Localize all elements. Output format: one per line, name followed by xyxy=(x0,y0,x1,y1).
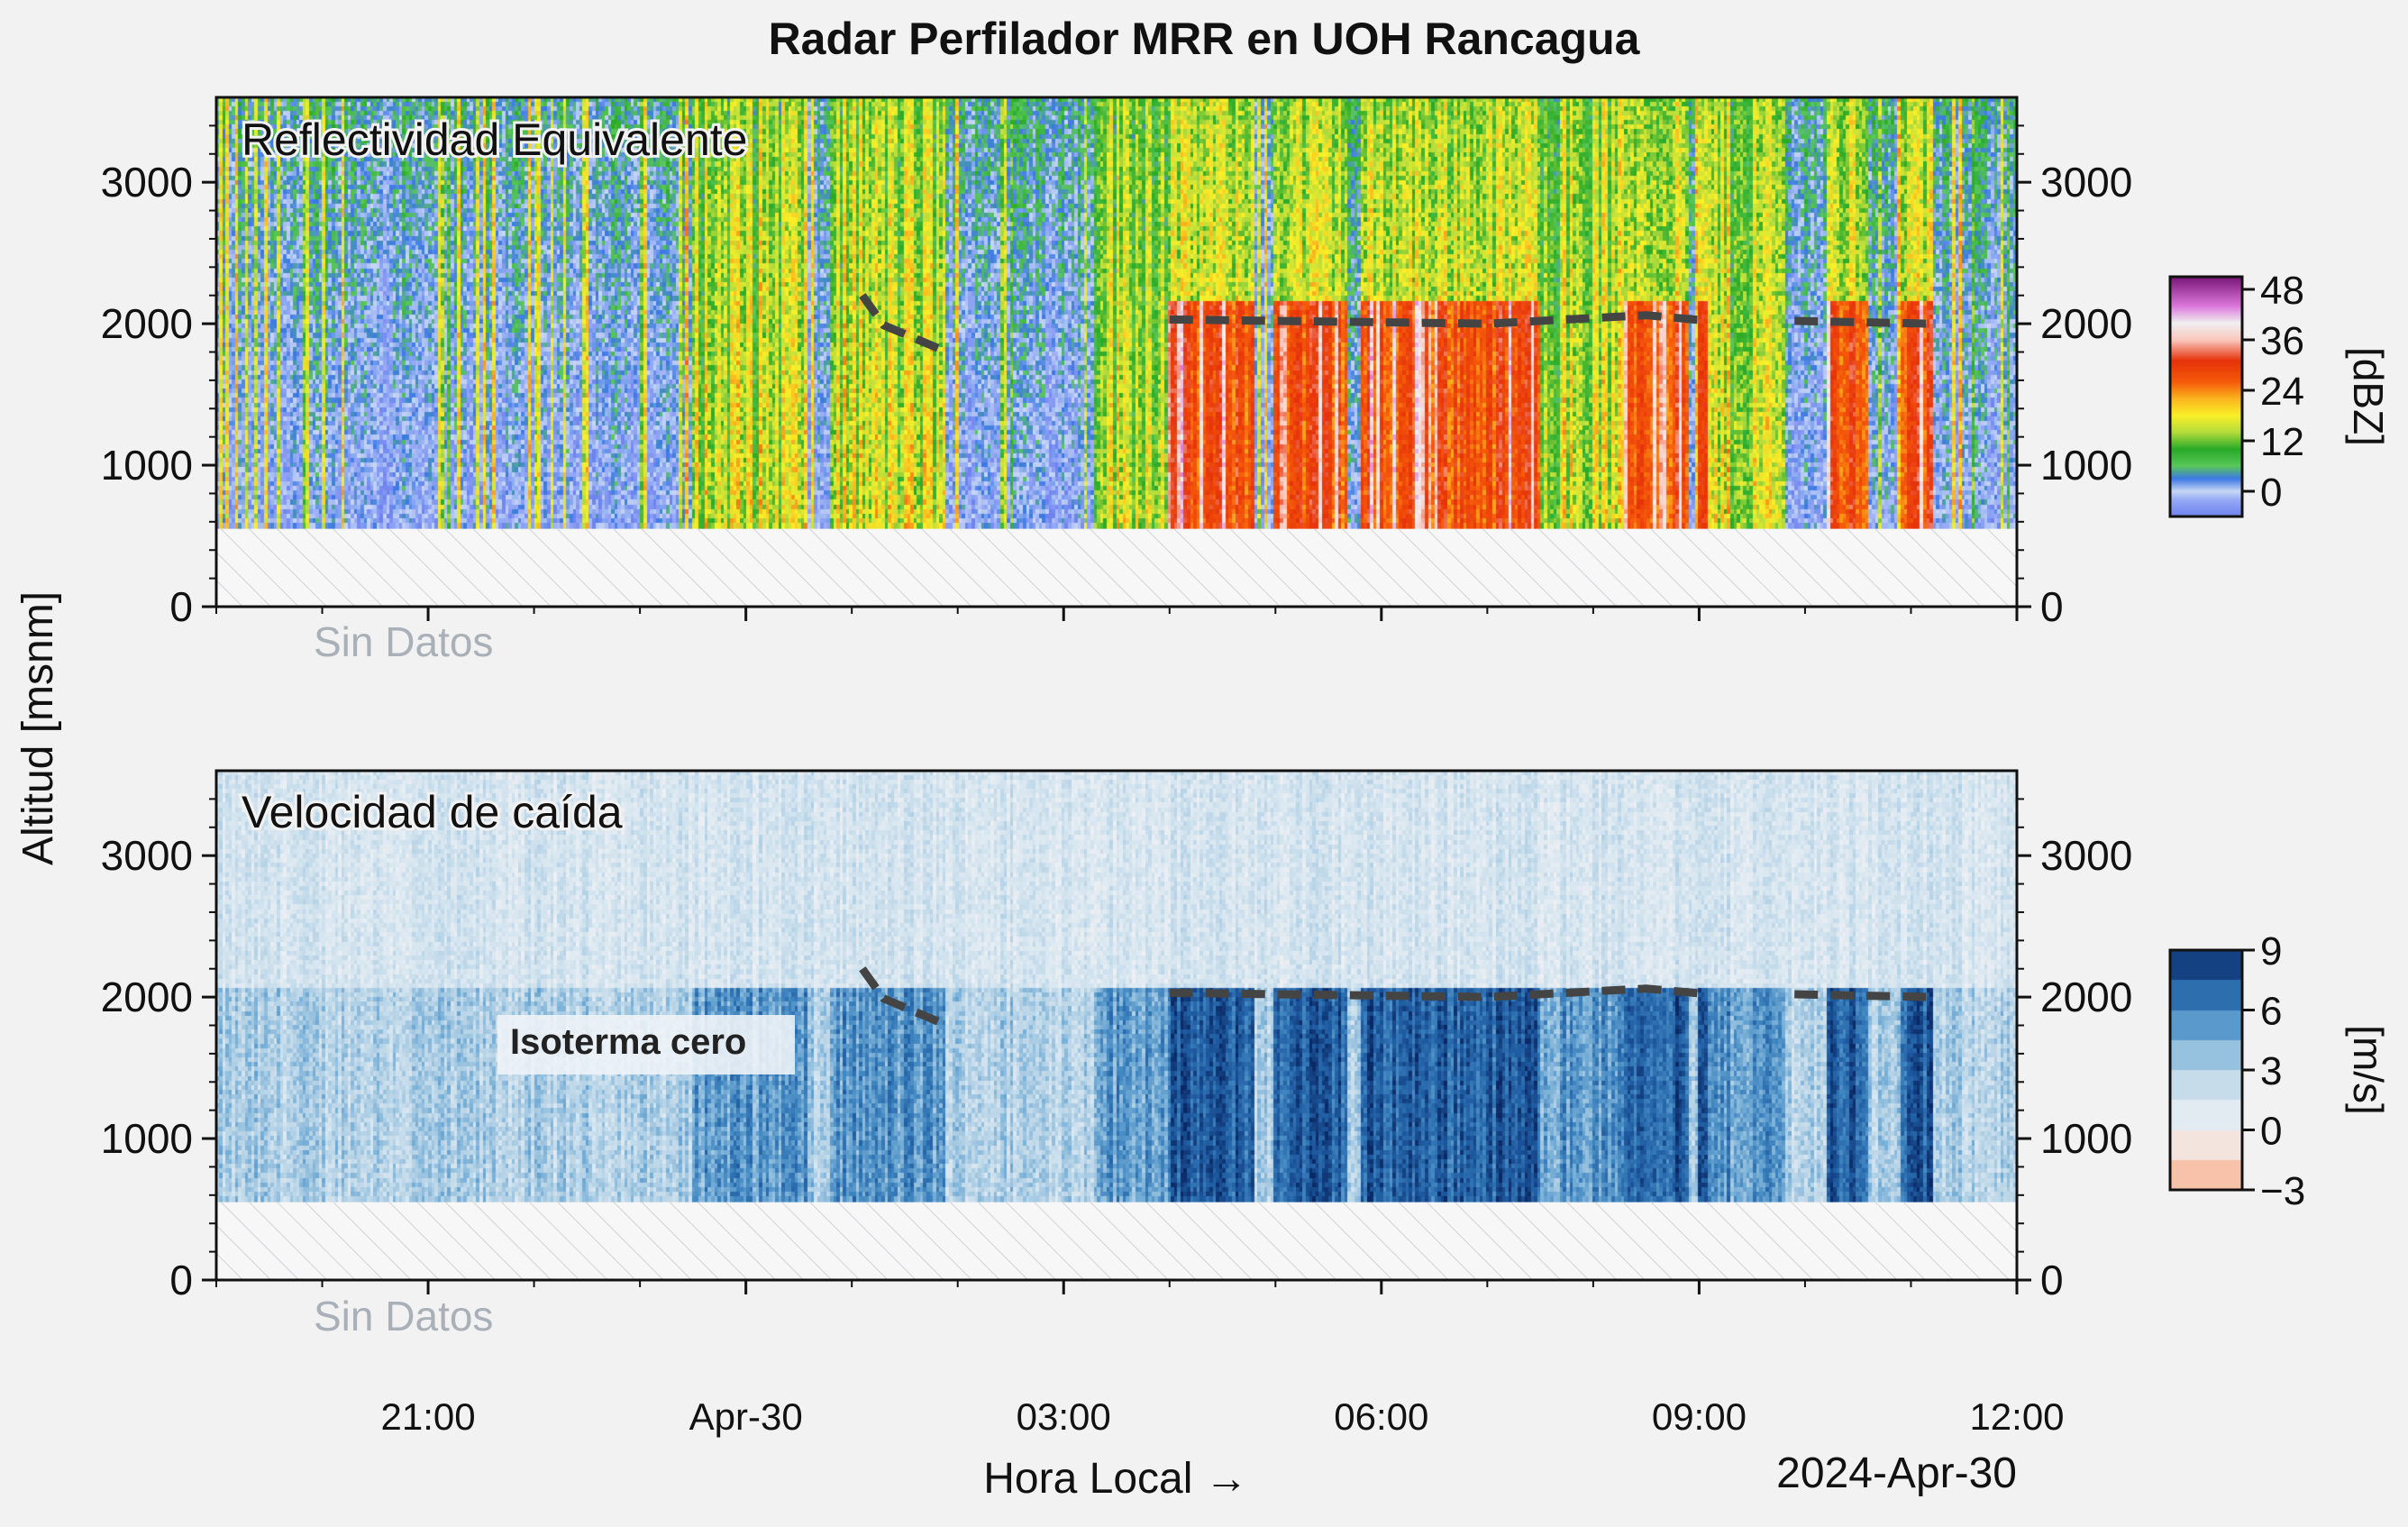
no-data-hatch-top xyxy=(216,528,2017,607)
y-tick-label-right-top: 2000 xyxy=(2040,300,2132,347)
y-tick-label-top: 2000 xyxy=(101,300,193,347)
velocity-colorbar-tick-label: 3 xyxy=(2260,1049,2282,1093)
y-tick-label-bottom: 0 xyxy=(169,1257,193,1303)
velocity-colorbar-label: [m/s] xyxy=(2345,1025,2392,1115)
velocity-colorbar-tick-label: 6 xyxy=(2260,990,2282,1034)
velocity-colorbar-tick-label: 0 xyxy=(2260,1110,2282,1154)
x-tick-label: 21:00 xyxy=(381,1395,476,1438)
y-tick-label-top: 3000 xyxy=(101,159,193,206)
x-tick-label: Apr-30 xyxy=(689,1395,803,1438)
y-tick-label-right-bottom: 3000 xyxy=(2040,832,2132,879)
y-tick-label-bottom: 1000 xyxy=(101,1115,193,1162)
reflectivity-colorbar-tick-label: 12 xyxy=(2260,420,2304,464)
no-data-label-top: Sin Datos xyxy=(314,618,493,665)
y-tick-label-right-top: 3000 xyxy=(2040,159,2132,206)
x-axis-label: Hora Local → xyxy=(983,1455,1247,1503)
x-tick-label: 09:00 xyxy=(1652,1395,1747,1438)
velocity-colorbar-tick-label: 9 xyxy=(2260,929,2282,974)
y-tick-label-bottom: 2000 xyxy=(101,974,193,1020)
velocity-colorbar-frame xyxy=(2168,948,2244,1192)
y-tick-label-right-bottom: 1000 xyxy=(2040,1115,2132,1162)
reflectivity-colorbar-label: [dBZ] xyxy=(2345,347,2392,446)
x-tick-label: 12:00 xyxy=(1969,1395,2064,1438)
isotherm-line-top xyxy=(1794,316,1933,328)
reflectivity-colorbar-tick-label: 48 xyxy=(2260,269,2304,313)
chart-title: Radar Perfilador MRR en UOH Rancagua xyxy=(768,14,1640,64)
reflectivity-colorbar xyxy=(2170,277,2242,517)
reflectivity-colorbar-tick-label: 24 xyxy=(2260,370,2304,414)
date-label: 2024-Apr-30 xyxy=(1776,1449,2017,1497)
isotherm-line-top xyxy=(859,293,949,356)
velocity-colorbar-tick-label: −3 xyxy=(2260,1169,2305,1213)
reflectivity-heatmap xyxy=(216,97,2017,607)
y-tick-label-right-top: 1000 xyxy=(2040,442,2132,489)
no-data-label-bottom: Sin Datos xyxy=(314,1293,493,1340)
x-tick-label: 06:00 xyxy=(1334,1395,1428,1438)
isotherm-line-top xyxy=(1169,311,1710,328)
reflectivity-colorbar-frame xyxy=(2168,275,2244,518)
isotherm-annotation: Isoterma cero xyxy=(510,1022,746,1062)
y-tick-label-right-bottom: 0 xyxy=(2040,1257,2064,1303)
reflectivity-colorbar-tick-label: 0 xyxy=(2260,471,2282,515)
y-tick-label-top: 1000 xyxy=(101,442,193,489)
y-tick-label-right-top: 0 xyxy=(2040,583,2064,630)
isotherm-line-bottom xyxy=(1169,984,1710,1001)
isotherm-annotation-bg xyxy=(497,1015,795,1074)
no-data-hatch-bottom xyxy=(216,1202,2017,1280)
x-tick-label: 03:00 xyxy=(1017,1395,1111,1438)
y-tick-label-bottom: 3000 xyxy=(101,832,193,879)
y-tick-label-right-bottom: 2000 xyxy=(2040,974,2132,1020)
velocity-panel-label: Velocidad de caída xyxy=(242,787,623,837)
y-tick-label-top: 0 xyxy=(169,583,193,630)
isotherm-line-bottom xyxy=(1794,990,1933,1001)
reflectivity-colorbar-tick-label: 36 xyxy=(2260,319,2304,363)
isotherm-line-bottom xyxy=(859,966,949,1029)
reflectivity-panel-label: Reflectividad Equivalente xyxy=(242,114,747,165)
y-axis-label: Altitud [msnm] xyxy=(14,591,62,865)
velocity-colorbar xyxy=(2170,950,2242,1190)
